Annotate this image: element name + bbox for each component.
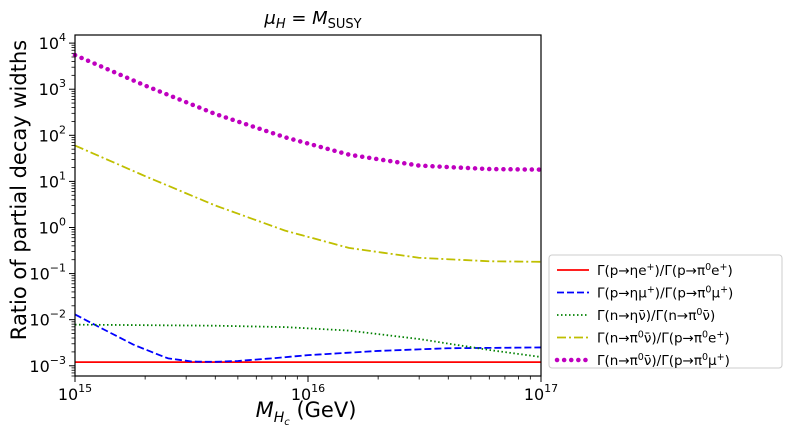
xlabel-sub: H (274, 410, 285, 426)
x-tick-label: 1015 (58, 382, 92, 404)
y-tick-exp: 2 (59, 123, 66, 136)
y-tick-exp: 1 (59, 169, 66, 182)
legend-text-part: )/Γ(p→π (655, 286, 706, 302)
legend-sup: 0 (702, 330, 708, 341)
y-tick-label: 102 (39, 123, 66, 145)
legend-text-part: ν̄)/Γ(p→π (644, 353, 702, 369)
y-tick-base: 10 (39, 172, 59, 191)
series-line-2 (74, 313, 542, 363)
legend-label-2: Γ(p→ημ+)/Γ(p→π0μ+) (597, 285, 733, 302)
y-tick-label: 10−1 (29, 262, 66, 284)
x-tick-exp: 17 (544, 382, 558, 395)
legend-sup: + (716, 330, 724, 341)
title-rhs-sub: SUSY (328, 17, 362, 32)
legend-text-part: Γ(n→ην̄)/Γ(n→π (597, 308, 696, 324)
legend-sup: + (720, 285, 728, 296)
y-tick-label: 10−2 (29, 308, 66, 330)
legend-text-part: e (708, 331, 716, 347)
y-tick-label: 100 (39, 215, 66, 237)
x-tick-exp: 16 (311, 382, 325, 395)
legend-text-part: ) (728, 286, 733, 302)
legend-text-part: )/Γ(p→π (655, 263, 706, 279)
legend-text-part: ν̄)/Γ(p→π (644, 331, 702, 347)
y-tick-base: 10 (29, 265, 49, 284)
x-tick-base: 10 (524, 385, 544, 404)
series-line-4 (74, 144, 542, 263)
legend-text-part: Γ(n→π (597, 331, 638, 347)
legend-text-part: e (711, 263, 719, 279)
legend-sup: + (717, 352, 725, 363)
x-tick-base: 10 (58, 385, 78, 404)
legend-label-1: Γ(p→ηe+)/Γ(p→π0e+) (597, 262, 733, 279)
x-tick-label: 1017 (524, 382, 558, 404)
legend-text-part: μ (711, 286, 720, 302)
y-tick-base: 10 (39, 80, 59, 99)
xlabel-base: M (256, 398, 274, 422)
y-tick-label: 104 (39, 31, 66, 53)
y-tick-base: 10 (39, 218, 59, 237)
legend-text-part: μ (708, 353, 717, 369)
legend-text-part: ν̄) (702, 308, 715, 324)
x-axis-label: MHc (GeV) (256, 398, 357, 428)
y-tick-exp: 3 (59, 77, 66, 90)
x-tick-base: 10 (291, 385, 311, 404)
y-tick-exp: −3 (50, 354, 66, 367)
legend-text-part: ) (727, 263, 732, 279)
y-tick-exp: −2 (50, 308, 66, 321)
y-tick-label: 103 (39, 77, 66, 99)
legend-sup: 0 (638, 352, 644, 363)
legend-sup: 0 (705, 262, 711, 273)
y-tick-base: 10 (39, 126, 59, 145)
y-tick-exp: 0 (59, 215, 66, 228)
legend: Γ(p→ηe+)/Γ(p→π0e+)Γ(p→ημ+)/Γ(p→π0μ+)Γ(n→… (548, 254, 783, 369)
xlabel-subsub: c (284, 417, 290, 428)
title-eq: = (286, 8, 313, 29)
legend-sup: 0 (705, 285, 711, 296)
x-tick-label: 1016 (291, 382, 325, 404)
chart-title: μH = MSUSY (263, 8, 361, 32)
legend-sup: + (719, 262, 727, 273)
y-tick-base: 10 (29, 311, 49, 330)
legend-text-part: ) (725, 353, 730, 369)
y-tick-base: 10 (29, 357, 49, 376)
legend-sup: + (647, 262, 655, 273)
y-tick-exp: 4 (59, 31, 66, 44)
legend-label-3: Γ(n→ην̄)/Γ(n→π0ν̄) (597, 307, 715, 324)
y-tick-label: 101 (39, 169, 66, 191)
legend-sup: 0 (696, 307, 702, 318)
series-line-5 (72, 52, 544, 172)
plot-frame (74, 34, 542, 377)
legend-text-part: Γ(p→ηe (597, 263, 647, 279)
y-tick-base: 10 (39, 34, 59, 53)
legend-sup: + (647, 285, 655, 296)
title-rhs: M (312, 8, 328, 29)
title-base-sub: H (276, 17, 286, 32)
y-tick-label: 10−3 (29, 354, 66, 376)
legend-text-part: ) (724, 331, 729, 347)
legend-sup: 0 (638, 330, 644, 341)
legend-text-part: Γ(n→π (597, 353, 638, 369)
legend-label-4: Γ(n→π0ν̄)/Γ(p→π0e+) (597, 330, 730, 347)
legend-label-5: Γ(n→π0ν̄)/Γ(p→π0μ+) (597, 352, 730, 369)
legend-text-part: Γ(p→ημ (597, 286, 647, 302)
x-tick-exp: 15 (78, 382, 92, 395)
series-line-3 (74, 323, 542, 358)
series-lines (72, 52, 544, 364)
legend-sup: 0 (702, 352, 708, 363)
y-tick-exp: −1 (50, 262, 66, 275)
y-axis-label: Ratio of partial decay widths (7, 40, 31, 340)
title-base: μ (263, 8, 275, 29)
xlabel-unit: (GeV) (290, 398, 357, 422)
legend-box (548, 254, 783, 369)
